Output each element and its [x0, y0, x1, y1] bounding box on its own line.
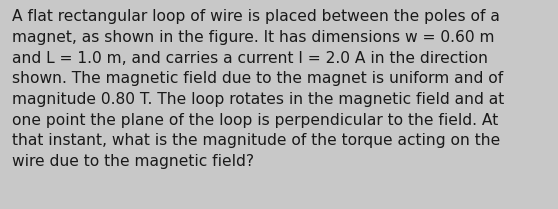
Text: A flat rectangular loop of wire is placed between the poles of a
magnet, as show: A flat rectangular loop of wire is place…: [12, 9, 504, 169]
